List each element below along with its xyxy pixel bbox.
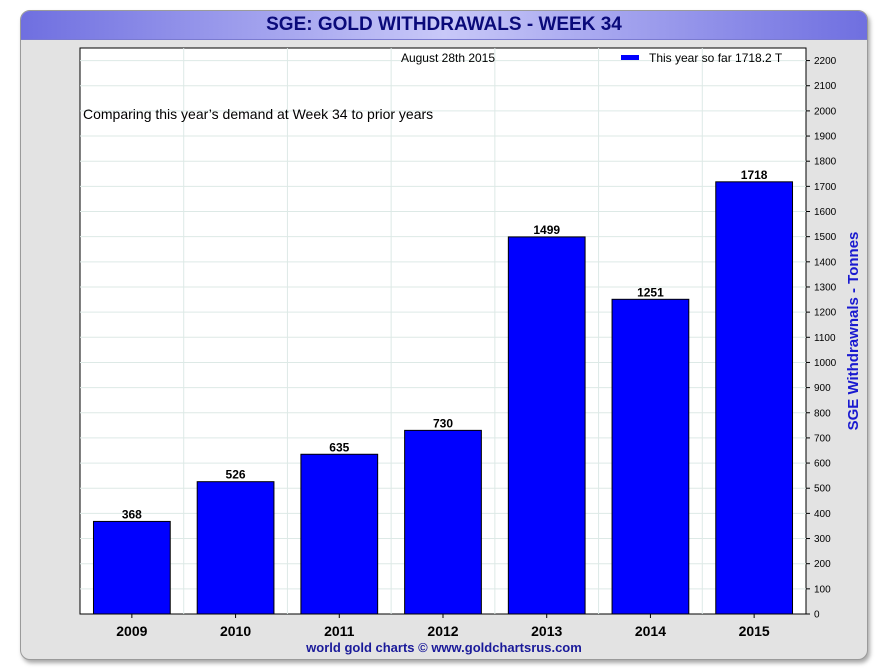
x-tick-label-2012: 2012 [427,623,458,639]
data-label-2014: 1251 [637,285,664,299]
data-label-2015: 1718 [741,168,768,182]
bar-2015 [715,181,794,615]
x-axis: 2009 2010 2011 2012 2013 2014 2015 [116,614,770,639]
y-tick-label: 600 [814,459,831,470]
x-tick-label-2011: 2011 [324,623,355,639]
x-tick-label-2009: 2009 [116,623,147,639]
y-axis-title: SGE Withdrawnals - Tonnes [845,232,862,431]
data-label-2009: 368 [122,507,142,521]
bar-2013 [507,236,586,615]
y-tick-label: 200 [814,559,831,570]
x-tick-label-2013: 2013 [531,623,562,639]
y-tick-label: 800 [814,408,831,419]
chart-footer: world gold charts © www.goldchartsrus.co… [306,640,582,655]
y-tick-label: 2000 [814,106,837,117]
bars [92,181,794,615]
chart-title: SGE: GOLD WITHDRAWALS - WEEK 34 [266,14,622,35]
title-bar: SGE: GOLD WITHDRAWALS - WEEK 34 [21,11,867,40]
data-label-2011: 635 [329,440,349,454]
x-tick-label-2010: 2010 [220,623,251,639]
y-tick-label: 2100 [814,81,837,92]
bar-2011 [300,453,379,615]
data-label-2010: 526 [226,468,246,482]
y-tick-label: 1000 [814,358,837,369]
data-label-2013: 1499 [533,223,560,237]
y-tick-label: 1500 [814,232,837,243]
data-labels: 368 526 635 730 1499 1251 1718 [122,168,768,522]
data-label-2012: 730 [433,416,453,430]
y-tick-label: 1100 [814,333,836,344]
y-tick-label: 0 [814,610,820,621]
y-tick-label: 500 [814,484,831,495]
y-tick-label: 1700 [814,182,837,193]
y-tick-label: 1900 [814,132,837,143]
y-axis: 0 100 200 300 400 500 600 700 800 900 1000 1100 1200… [806,56,837,621]
y-tick-label: 1600 [814,207,837,218]
y-tick-label: 1800 [814,157,837,168]
bar-2010 [196,481,275,615]
legend-label: This year so far 1718.2 T [649,51,783,65]
y-tick-label: 900 [814,383,831,394]
y-tick-label: 1400 [814,257,837,268]
y-tick-label: 2200 [814,56,837,67]
x-tick-label-2014: 2014 [635,623,666,639]
bar-2012 [404,429,482,615]
y-tick-label: 400 [814,509,831,520]
y-tick-label: 100 [814,584,831,595]
legend-swatch [621,55,639,60]
y-tick-label: 700 [814,433,831,444]
y-tick-label: 300 [814,534,831,545]
y-tick-label: 1200 [814,308,837,319]
bar-2009 [92,520,171,615]
date-label: August 28th 2015 [401,51,495,65]
annotation-text: Comparing this year’s demand at Week 34 … [83,106,433,122]
y-tick-label: 1300 [814,282,837,293]
bar-2014 [611,298,690,615]
x-tick-label-2015: 2015 [739,623,770,639]
